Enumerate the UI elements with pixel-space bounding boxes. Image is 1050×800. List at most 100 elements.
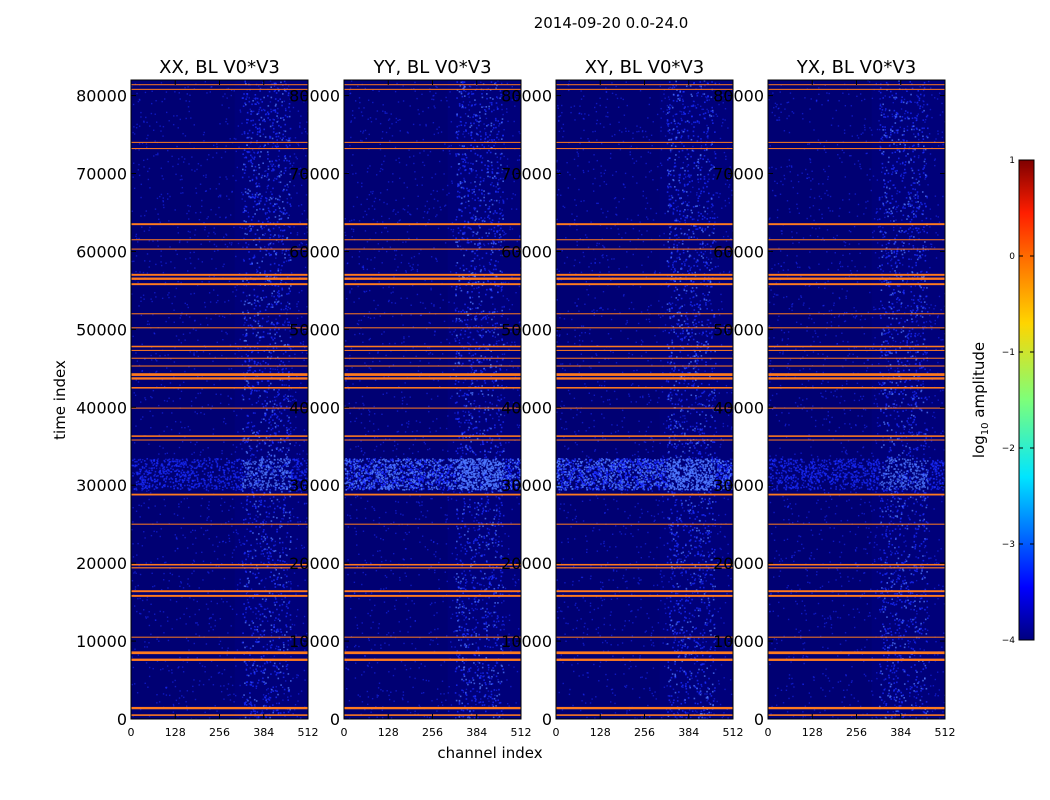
noise-cell — [168, 296, 170, 299]
noise-cell — [208, 232, 210, 234]
time-band-cell — [202, 478, 205, 480]
noise-cell — [351, 110, 354, 112]
band-cell — [264, 668, 266, 671]
noise-cell — [466, 419, 468, 422]
noise-cell — [246, 344, 249, 346]
band-cell — [290, 680, 292, 682]
band-cell — [254, 640, 257, 643]
noise-cell — [226, 97, 228, 99]
time-band-cell — [296, 472, 298, 474]
time-band-cell — [145, 465, 147, 468]
noise-cell — [517, 389, 519, 391]
noise-cell — [276, 368, 279, 371]
noise-cell — [238, 146, 240, 148]
time-band-cell — [276, 483, 279, 486]
x-tick-label: 512 — [298, 726, 319, 739]
band-cell — [280, 592, 283, 595]
noise-cell — [464, 411, 467, 413]
noise-cell — [270, 191, 272, 193]
band-cell — [273, 630, 276, 632]
band-cell — [253, 319, 255, 322]
noise-cell — [241, 696, 244, 698]
band-cell — [242, 153, 244, 155]
band-cell — [260, 226, 262, 228]
band-cell — [266, 648, 268, 651]
noise-cell — [301, 213, 303, 215]
band-cell — [266, 402, 268, 405]
band-cell — [275, 617, 277, 619]
time-band-cell — [142, 488, 144, 490]
noise-cell — [193, 292, 196, 295]
noise-cell — [304, 329, 306, 332]
noise-cell — [133, 187, 136, 190]
noise-cell — [185, 701, 187, 703]
noise-cell — [471, 197, 474, 200]
band-cell — [284, 496, 287, 499]
noise-cell — [247, 486, 250, 488]
noise-cell — [383, 450, 385, 452]
noise-cell — [503, 128, 505, 131]
time-band-cell — [295, 475, 297, 477]
band-cell — [258, 640, 261, 643]
time-band-cell — [186, 466, 189, 468]
noise-cell — [194, 443, 197, 446]
time-band-cell — [156, 478, 159, 481]
band-cell — [254, 320, 257, 323]
band-cell — [246, 246, 248, 249]
noise-cell — [304, 679, 306, 681]
band-cell — [255, 685, 258, 688]
noise-cell — [398, 161, 401, 164]
time-band-cell — [181, 469, 184, 472]
time-band-cell — [273, 476, 276, 479]
time-band-cell — [232, 466, 235, 468]
noise-cell — [455, 580, 458, 583]
time-band-cell — [248, 463, 251, 465]
time-band-cell — [172, 481, 175, 484]
noise-cell — [373, 436, 376, 439]
band-cell — [274, 301, 276, 303]
noise-cell — [143, 502, 145, 504]
band-cell — [288, 511, 291, 514]
noise-cell — [186, 241, 189, 243]
noise-cell — [456, 337, 459, 339]
noise-cell — [142, 159, 145, 162]
band-cell — [266, 708, 268, 711]
noise-cell — [231, 498, 234, 500]
noise-cell — [138, 305, 140, 307]
band-cell — [273, 276, 276, 279]
time-band-cell — [281, 480, 284, 483]
flagged-row — [131, 277, 308, 280]
noise-cell — [297, 693, 300, 695]
time-band-cell — [284, 475, 287, 478]
noise-cell — [448, 192, 450, 195]
band-cell — [262, 465, 264, 468]
band-cell — [289, 628, 292, 631]
noise-cell — [282, 547, 284, 549]
band-cell — [268, 199, 271, 201]
time-band-cell — [139, 477, 141, 480]
band-cell — [284, 89, 286, 92]
time-band-cell — [200, 478, 203, 481]
noise-cell — [275, 257, 277, 259]
band-cell — [281, 200, 284, 203]
band-cell — [245, 558, 247, 561]
band-cell — [266, 515, 268, 518]
band-cell — [276, 415, 279, 418]
noise-cell — [131, 210, 133, 212]
time-band-cell — [229, 475, 232, 478]
noise-cell — [186, 607, 188, 610]
noise-cell — [286, 301, 289, 304]
band-cell — [247, 355, 249, 357]
band-cell — [261, 680, 264, 683]
noise-cell — [143, 166, 145, 168]
noise-cell — [214, 356, 216, 359]
band-cell — [272, 496, 275, 498]
band-cell — [275, 568, 277, 571]
noise-cell — [235, 529, 237, 531]
time-band-cell — [187, 472, 189, 474]
band-cell — [265, 598, 268, 601]
noise-cell — [150, 346, 153, 349]
noise-cell — [447, 527, 449, 530]
time-band-cell — [141, 477, 144, 479]
noise-cell — [471, 308, 474, 310]
